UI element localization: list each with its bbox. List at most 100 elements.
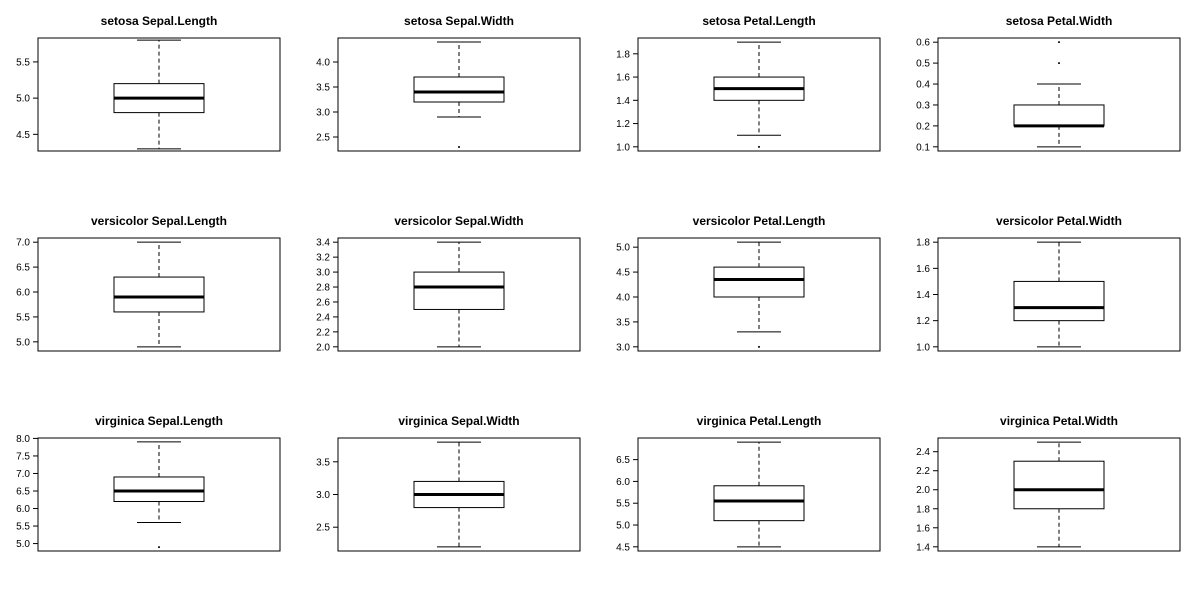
outlier-point: [458, 146, 460, 148]
y-tick-label: 5.0: [16, 539, 30, 550]
panel-title: virginica Petal.Length: [697, 414, 822, 428]
y-tick-label: 0.4: [916, 80, 930, 91]
y-tick-label: 6.5: [16, 263, 30, 274]
panel-title: virginica Sepal.Length: [95, 414, 223, 428]
y-tick-label: 1.4: [616, 96, 630, 107]
plot-frame: [937, 437, 1181, 552]
y-tick-label: 1.0: [916, 342, 930, 353]
y-tick-label: 5.0: [616, 243, 630, 254]
y-tick-label: 3.2: [316, 253, 330, 264]
plot-frame: [637, 437, 881, 552]
y-tick-label: 0.5: [916, 59, 930, 70]
y-tick-label: 2.2: [316, 327, 330, 338]
y-tick-label: 3.0: [616, 342, 630, 353]
y-tick-label: 4.5: [616, 268, 630, 279]
y-tick-label: 3.5: [616, 317, 630, 328]
outlier-point: [758, 345, 760, 348]
y-tick-label: 1.4: [916, 542, 930, 553]
plot-frame: [937, 37, 1181, 152]
y-tick-label: 3.0: [316, 490, 330, 501]
y-tick-label: 5.5: [16, 57, 30, 68]
y-tick-label: 3.5: [316, 83, 330, 94]
y-tick-label: 2.6: [316, 297, 330, 308]
plot-frame: [337, 237, 581, 352]
boxplot-panel: setosa Sepal.Width 2.5 3.0 3.5 4.0: [316, 14, 581, 152]
panel-title: virginica Petal.Width: [1000, 414, 1118, 428]
boxplot-panel: setosa Petal.Length 1.0 1.2 1.4 1.6 1.8: [616, 14, 881, 153]
y-tick-label: 0.1: [916, 142, 930, 153]
plot-frame: [337, 37, 581, 152]
y-tick-label: 6.0: [616, 477, 630, 488]
y-tick-label: 1.8: [616, 49, 630, 60]
y-tick-label: 4.0: [616, 292, 630, 303]
outlier-point: [1058, 41, 1060, 44]
y-tick-label: 2.8: [316, 283, 330, 294]
y-tick-label: 5.5: [16, 312, 30, 323]
y-tick-label: 0.6: [916, 38, 930, 49]
y-tick-label: 5.0: [616, 521, 630, 532]
y-tick-label: 2.0: [916, 485, 930, 496]
y-tick-label: 3.0: [316, 108, 330, 119]
boxplot-panel: setosa Sepal.Length 4.5 5.0 5.5: [16, 14, 281, 152]
y-tick-label: 6.0: [16, 288, 30, 299]
iqr-box: [1013, 460, 1105, 510]
outlier-point: [1058, 62, 1060, 65]
y-tick-label: 1.6: [916, 523, 930, 534]
boxplot-panel: versicolor Petal.Length 3.0 3.5 4.0 4.5 5.0: [616, 214, 881, 353]
plot-frame: [637, 37, 881, 152]
y-tick-label: 5.0: [16, 94, 30, 105]
y-tick-label: 5.0: [16, 337, 30, 348]
y-tick-label: 2.4: [916, 447, 930, 458]
outlier-point: [758, 145, 760, 148]
panel-title: setosa Petal.Width: [1006, 14, 1113, 28]
y-tick-label: 2.0: [316, 342, 330, 353]
y-tick-label: 8.0: [16, 434, 30, 445]
plot-frame: [637, 237, 881, 352]
panel-title: versicolor Sepal.Width: [394, 214, 523, 228]
y-tick-label: 2.5: [316, 133, 330, 144]
iqr-box: [1013, 104, 1105, 127]
boxplot-panel: virginica Petal.Width 1.4 1.6 1.8 2.0 2.2 2.4: [916, 414, 1181, 553]
outlier-point: [158, 546, 160, 549]
y-tick-label: 0.3: [916, 100, 930, 111]
y-tick-label: 1.8: [916, 238, 930, 249]
y-tick-label: 7.0: [16, 238, 30, 249]
iqr-box: [113, 276, 205, 313]
y-tick-label: 6.5: [616, 455, 630, 466]
iqr-box: [1013, 280, 1105, 322]
y-tick-label: 3.0: [316, 268, 330, 279]
iqr-box: [113, 476, 205, 503]
y-tick-label: 3.4: [316, 238, 330, 249]
boxplot-panel: versicolor Sepal.Length 5.0 5.5 6.0 6.5 7.0: [16, 214, 281, 352]
y-tick-label: 7.5: [16, 451, 30, 462]
y-tick-label: 6.5: [16, 486, 30, 497]
plot-frame: [37, 237, 281, 352]
iqr-box: [413, 76, 505, 103]
y-tick-label: 2.4: [316, 312, 330, 323]
y-tick-label: 3.5: [316, 457, 330, 468]
boxplot-panel: versicolor Sepal.Width 2.0 2.2 2.4 2.6 2.8 3.0…: [316, 214, 581, 353]
y-tick-label: 2.2: [916, 466, 930, 477]
y-tick-label: 4.5: [616, 542, 630, 553]
panel-title: versicolor Sepal.Length: [91, 214, 227, 228]
y-tick-label: 1.0: [616, 142, 630, 153]
y-tick-label: 1.4: [916, 290, 930, 301]
iqr-box: [413, 271, 505, 310]
y-tick-label: 2.5: [316, 523, 330, 534]
y-tick-label: 6.0: [16, 504, 30, 515]
y-tick-label: 7.0: [16, 469, 30, 480]
panel-title: versicolor Petal.Length: [693, 214, 826, 228]
y-tick-label: 1.8: [916, 504, 930, 515]
y-tick-label: 4.5: [16, 130, 30, 141]
plot-frame: [37, 37, 281, 152]
panel-title: versicolor Petal.Width: [996, 214, 1122, 228]
y-tick-label: 0.2: [916, 121, 930, 132]
panel-title: setosa Petal.Length: [702, 14, 815, 28]
y-tick-label: 1.2: [616, 119, 630, 130]
y-tick-label: 1.6: [916, 264, 930, 275]
boxplot-panel: versicolor Petal.Width 1.0 1.2 1.4 1.6 1.8: [916, 214, 1181, 353]
boxplot-panel: virginica Sepal.Length 5.0 5.5 6.0 6.5 7.0 7.5…: [16, 414, 281, 552]
panel-title: setosa Sepal.Length: [101, 14, 218, 28]
boxplot-panel: virginica Sepal.Width 2.5 3.0 3.5: [316, 414, 581, 552]
